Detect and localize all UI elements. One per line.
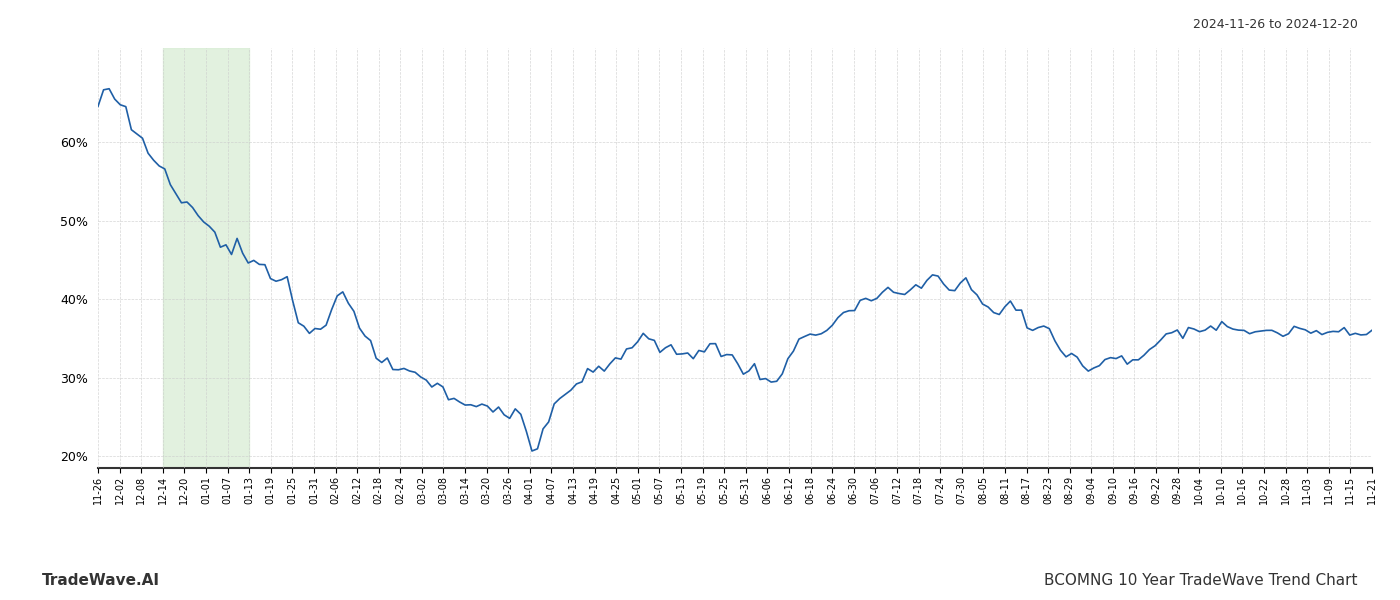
- Text: TradeWave.AI: TradeWave.AI: [42, 573, 160, 588]
- Bar: [162, 48, 249, 468]
- Text: 2024-11-26 to 2024-12-20: 2024-11-26 to 2024-12-20: [1193, 18, 1358, 31]
- Text: BCOMNG 10 Year TradeWave Trend Chart: BCOMNG 10 Year TradeWave Trend Chart: [1044, 573, 1358, 588]
